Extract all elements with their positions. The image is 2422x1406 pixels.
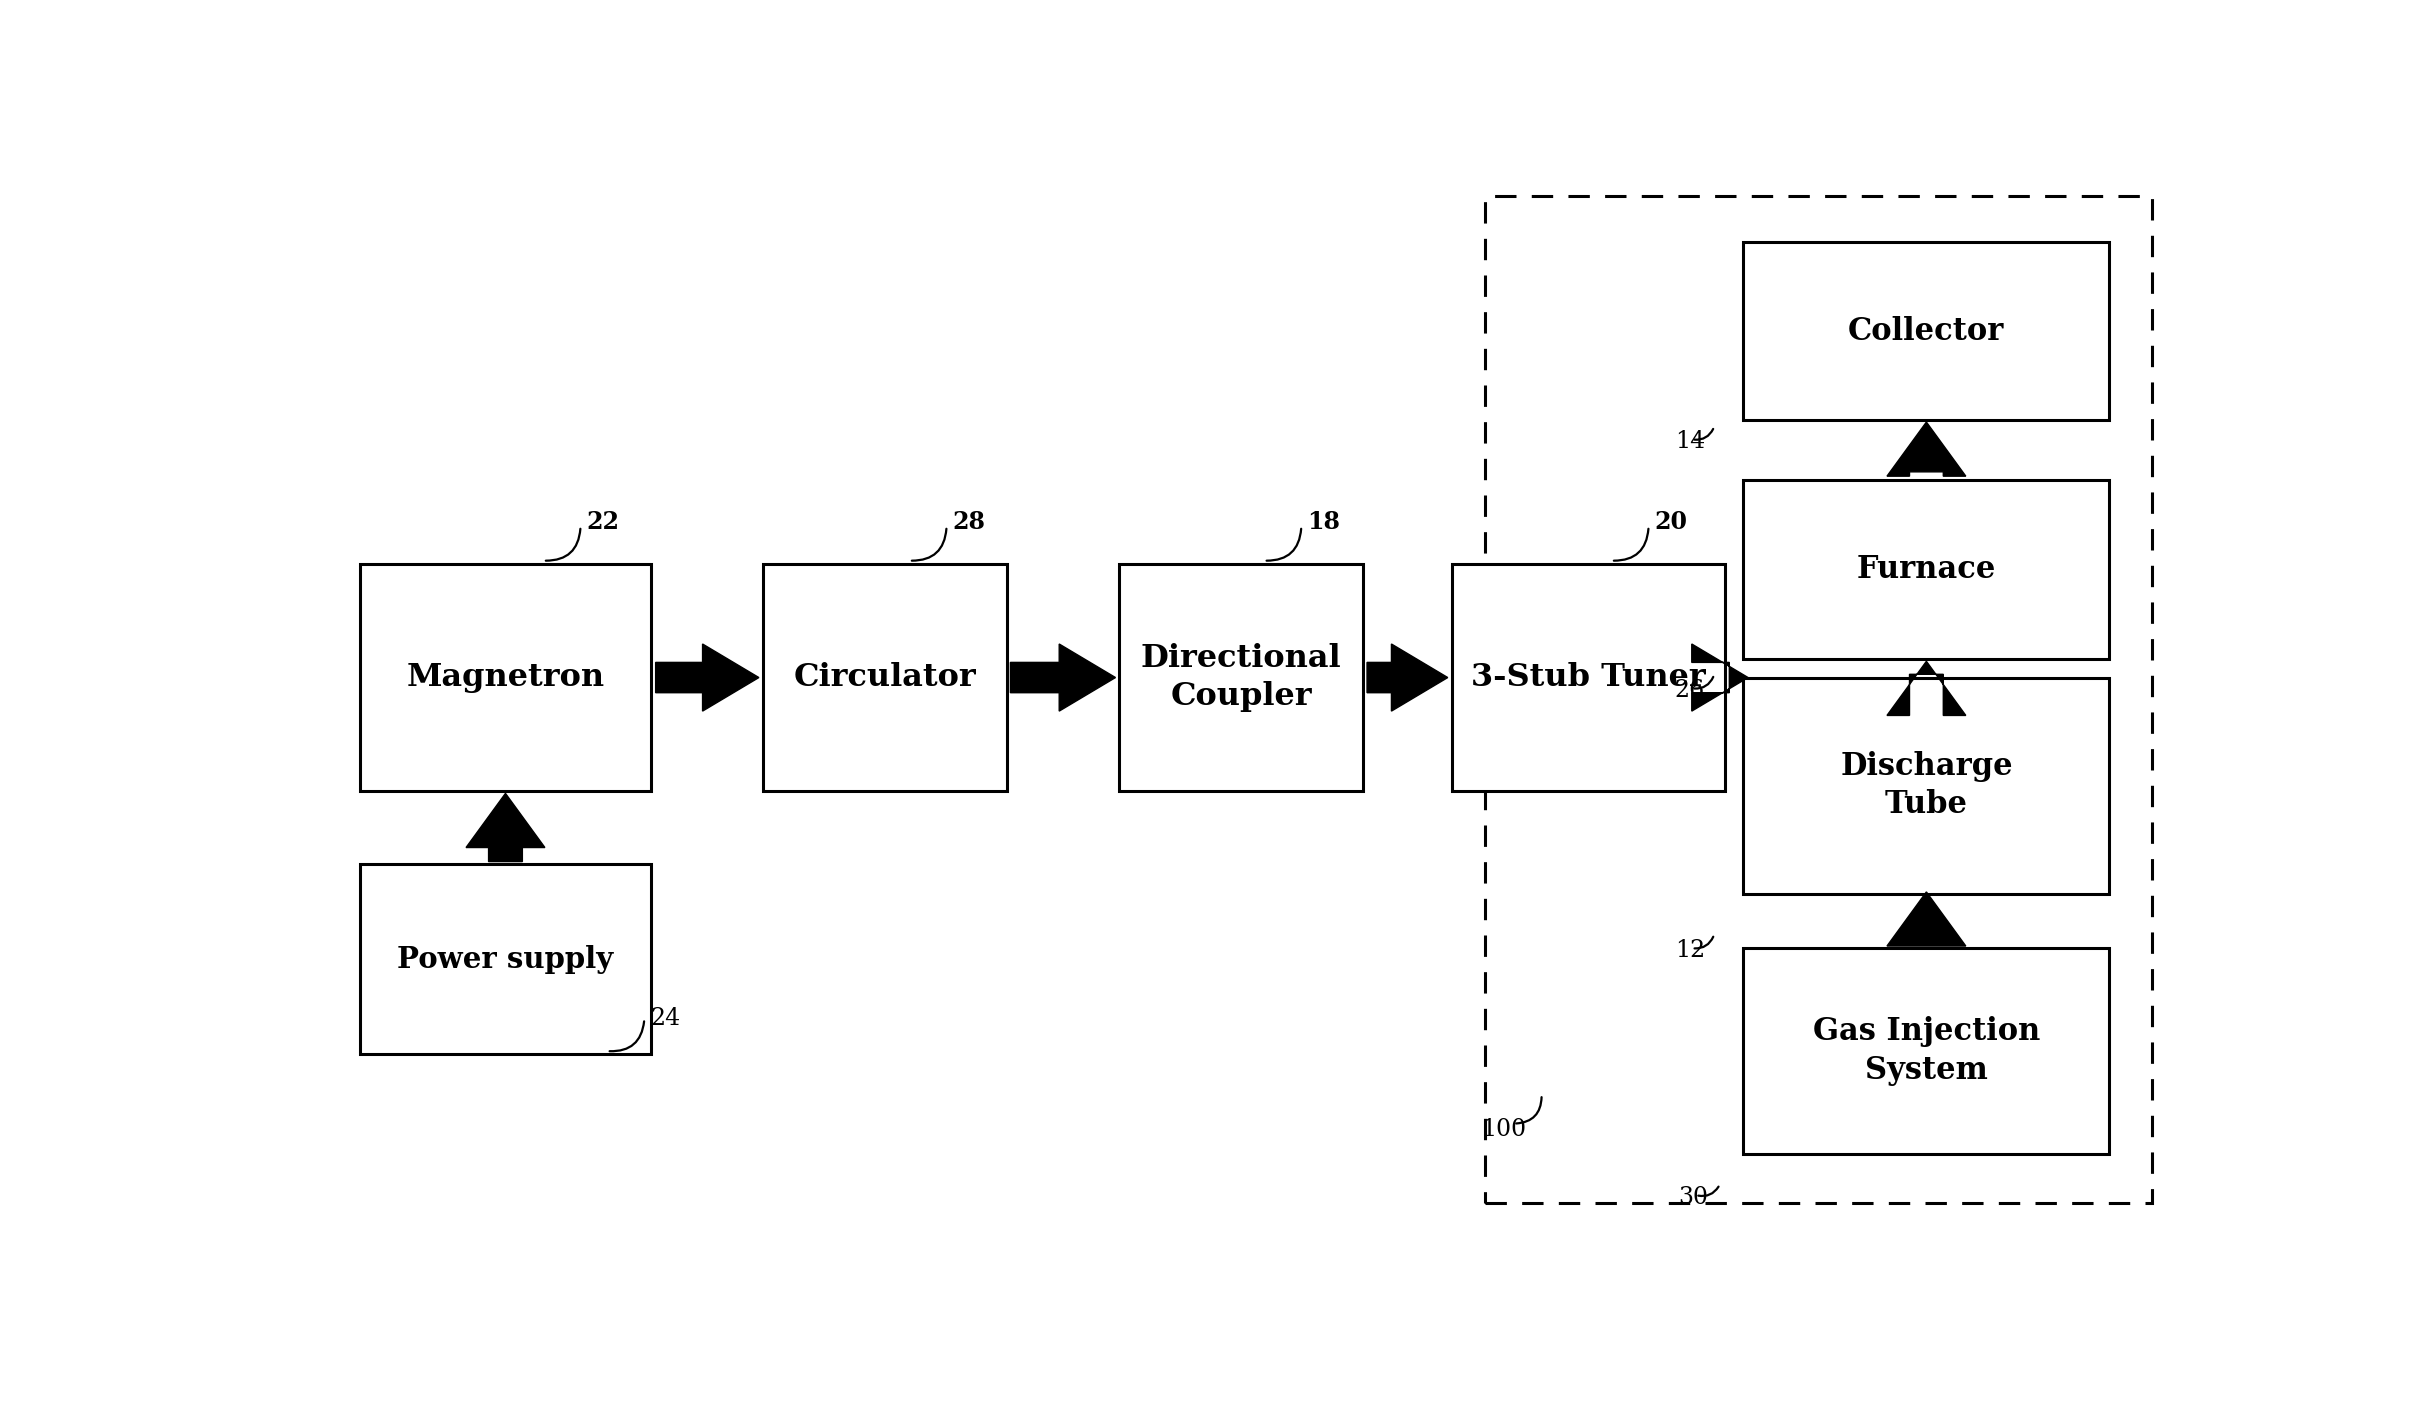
FancyBboxPatch shape bbox=[763, 564, 1008, 792]
Text: 26: 26 bbox=[1676, 679, 1705, 702]
FancyBboxPatch shape bbox=[1744, 948, 2110, 1154]
Text: Circulator: Circulator bbox=[794, 662, 976, 693]
Text: 18: 18 bbox=[1308, 509, 1339, 534]
Text: Magnetron: Magnetron bbox=[407, 662, 606, 693]
Text: 24: 24 bbox=[649, 1007, 681, 1031]
FancyBboxPatch shape bbox=[1744, 242, 2110, 420]
Polygon shape bbox=[1366, 644, 1448, 711]
Polygon shape bbox=[1010, 644, 1117, 711]
Text: 14: 14 bbox=[1676, 430, 1705, 453]
Text: Gas Injection
System: Gas Injection System bbox=[1812, 1017, 2039, 1085]
Text: 20: 20 bbox=[1654, 509, 1688, 534]
Text: Furnace: Furnace bbox=[1858, 554, 1996, 585]
FancyBboxPatch shape bbox=[1119, 564, 1364, 792]
FancyBboxPatch shape bbox=[361, 865, 652, 1053]
Text: Collector: Collector bbox=[1848, 315, 2005, 347]
Polygon shape bbox=[1691, 644, 1749, 711]
Text: Power supply: Power supply bbox=[397, 945, 613, 973]
FancyBboxPatch shape bbox=[1744, 678, 2110, 894]
Polygon shape bbox=[1887, 891, 1967, 946]
Text: Discharge
Tube: Discharge Tube bbox=[1841, 751, 2013, 821]
FancyBboxPatch shape bbox=[1744, 479, 2110, 658]
Text: 28: 28 bbox=[952, 509, 986, 534]
FancyBboxPatch shape bbox=[1453, 564, 1724, 792]
Text: 12: 12 bbox=[1676, 939, 1705, 962]
Text: 3-Stub Tuner: 3-Stub Tuner bbox=[1470, 662, 1705, 693]
Polygon shape bbox=[656, 644, 758, 711]
Polygon shape bbox=[1887, 422, 1967, 477]
Polygon shape bbox=[1887, 661, 1967, 716]
FancyBboxPatch shape bbox=[361, 564, 652, 792]
Text: 30: 30 bbox=[1678, 1185, 1708, 1209]
Text: Directional
Coupler: Directional Coupler bbox=[1141, 643, 1342, 713]
Text: 100: 100 bbox=[1482, 1118, 1526, 1140]
Polygon shape bbox=[465, 793, 545, 862]
Text: 22: 22 bbox=[586, 509, 620, 534]
